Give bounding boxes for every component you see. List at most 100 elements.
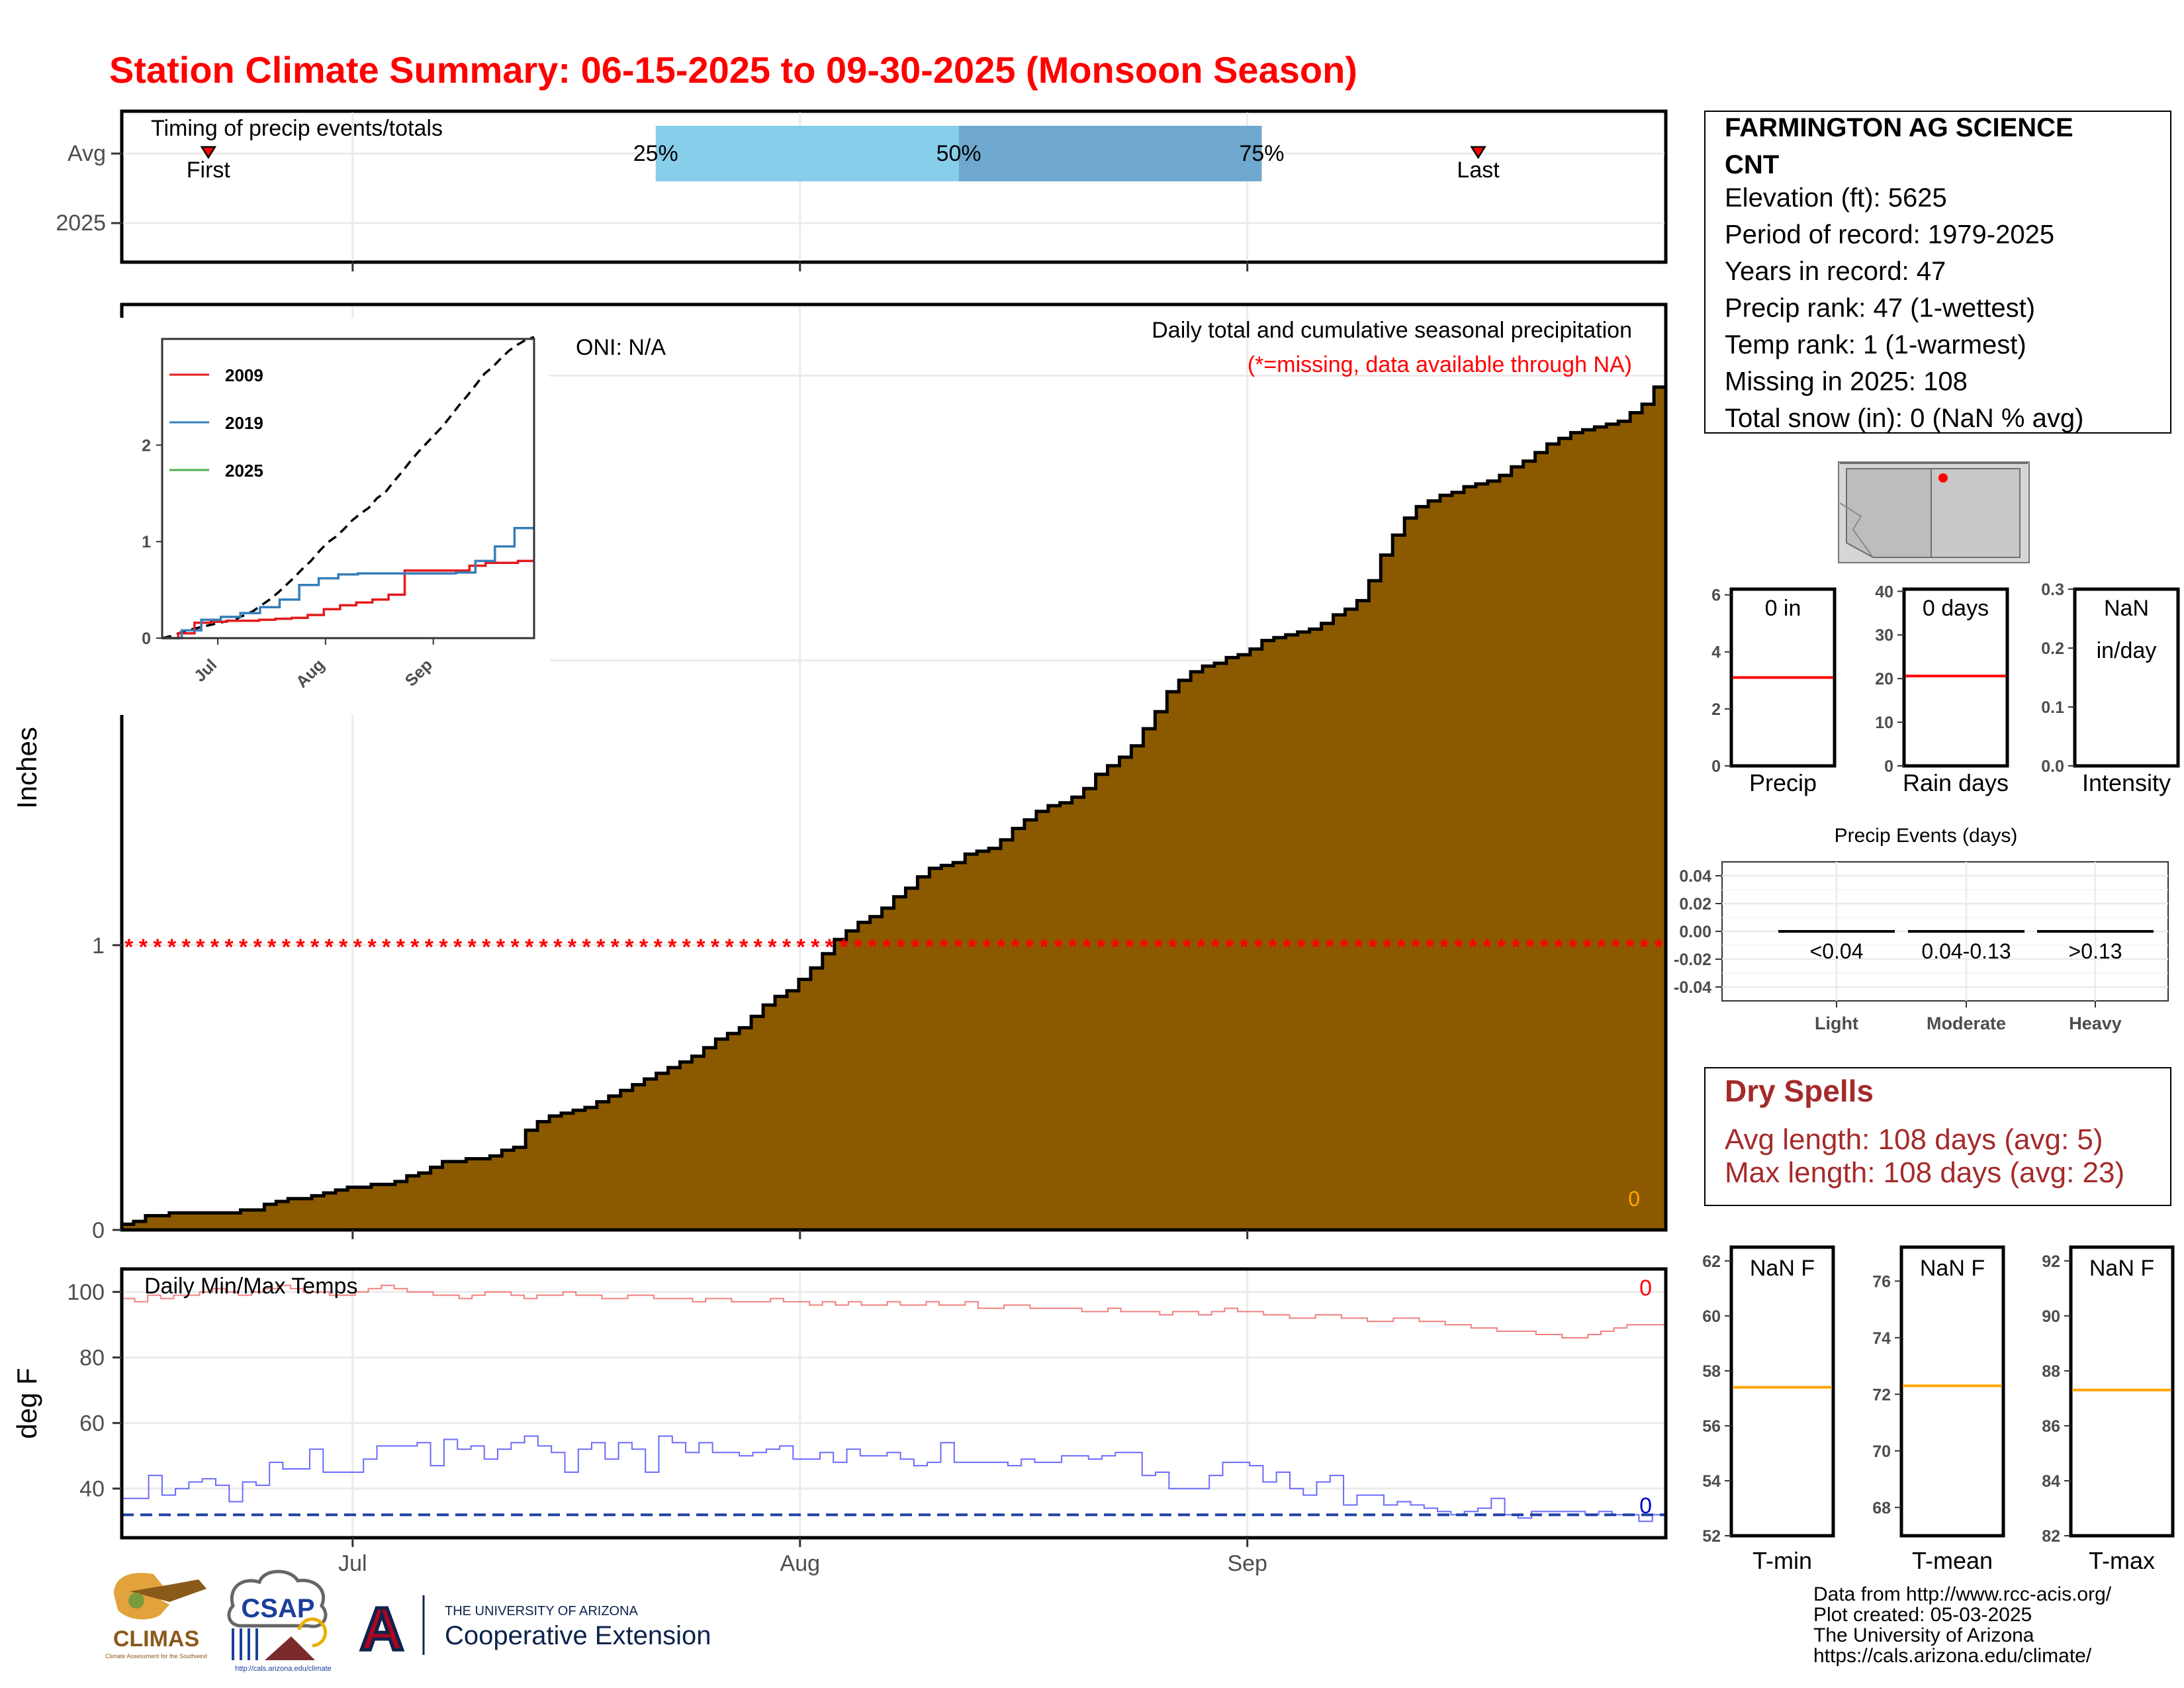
missing-star: * [267, 935, 277, 960]
missing-star: * [1211, 935, 1220, 960]
missing-star: * [1540, 935, 1549, 960]
events-bar [1908, 930, 2025, 933]
missing-star: * [1082, 935, 1091, 960]
missing-star: * [1512, 935, 1521, 960]
missing-star: * [639, 935, 649, 960]
temp-chart-y-tick-label: 56 [1702, 1417, 1721, 1436]
station-info-box: FARMINGTON AG SCIENCE CNT Elevation (ft)… [1704, 111, 2171, 434]
small-chart-y-tick-label: 0.1 [2041, 698, 2064, 717]
events-range-label: <0.04 [1810, 939, 1864, 963]
missing-star: * [839, 935, 848, 960]
missing-star: * [982, 935, 991, 960]
small-chart-value: 0 days [1923, 596, 1989, 621]
temp-frame [120, 1267, 1668, 1540]
missing-star: * [568, 935, 577, 960]
missing-star: * [854, 935, 863, 960]
precip-y-tick-label: 1 [92, 933, 105, 959]
events-x-tick-label: Light [1815, 1013, 1858, 1033]
temp-chart-y-tick-label: 76 [1872, 1272, 1891, 1291]
missing-star: * [868, 935, 877, 960]
missing-star: * [1411, 935, 1420, 960]
last-event-label: Last [1457, 158, 1500, 183]
missing-star: * [1168, 935, 1177, 960]
missing-star: * [682, 935, 692, 960]
missing-star: * [768, 935, 777, 960]
missing-star: * [453, 935, 463, 960]
inset-legend-label: 2019 [225, 413, 263, 433]
missing-star: * [1254, 935, 1263, 960]
missing-star: * [796, 935, 805, 960]
events-x-tick-label: Heavy [2069, 1013, 2122, 1033]
footer-line: Plot created: 05-03-2025 [1813, 1604, 2032, 1626]
oni-label: ONI: N/A [576, 335, 666, 360]
missing-star: * [1311, 935, 1320, 960]
csap-logo-url: http://cals.arizona.edu/climate [235, 1665, 332, 1673]
dry-spells-max: Max length: 108 days (avg: 23) [1725, 1156, 2124, 1189]
missing-star: * [196, 935, 205, 960]
temp-y-label: deg F [11, 1368, 42, 1438]
inset-series [161, 336, 535, 639]
missing-star: * [1369, 935, 1378, 960]
missing-star: * [596, 935, 606, 960]
missing-star: * [396, 935, 406, 960]
small-chart-y-tick-label: 6 [1711, 586, 1721, 605]
figure-title: Station Climate Summary: 06-15-2025 to 0… [109, 49, 1357, 91]
precip-x-ticks [351, 1230, 1249, 1239]
missing-star: * [1326, 935, 1335, 960]
missing-star: * [711, 935, 720, 960]
missing-star: * [1454, 935, 1463, 960]
missing-star: * [968, 935, 978, 960]
pct-75-label: 75% [1239, 141, 1284, 166]
inset-legend: 2009 2019 2025 [169, 365, 263, 481]
climas-logo-text: CLIMAS [113, 1626, 199, 1652]
events-title: Precip Events (days) [1835, 825, 2018, 847]
missing-star: * [139, 935, 148, 960]
missing-star: * [539, 935, 549, 960]
station-detail-line: Years in record: 47 [1725, 257, 1946, 286]
missing-star: * [1297, 935, 1306, 960]
timing-panel: Timing of precip events/totals Avg 2025 … [56, 109, 1668, 271]
missing-star: * [253, 935, 263, 960]
events-y-tick-label: 0.02 [1679, 895, 1711, 914]
temp-chart-y-tick-label: 90 [2042, 1307, 2060, 1326]
events-bar [2037, 930, 2154, 933]
ua-logo: A THE UNIVERSITY OF ARIZONA Cooperative … [355, 1594, 711, 1665]
events-range-label: >0.13 [2069, 939, 2122, 963]
missing-star: * [410, 935, 420, 960]
missing-star: * [1268, 935, 1277, 960]
dry-spells-avg: Avg length: 108 days (avg: 5) [1725, 1123, 2103, 1156]
small-chart-y-tick-label: 0.0 [2041, 757, 2064, 776]
inset-legend-label: 2009 [225, 365, 263, 385]
missing-star: * [1140, 935, 1149, 960]
events-x-axis: Light Moderate Heavy [1815, 1001, 2122, 1033]
temp-chart-y-tick-label: 68 [1872, 1499, 1891, 1517]
missing-star: * [696, 935, 705, 960]
temp-grid [122, 1269, 1666, 1538]
tmin-zero-count: 0 [1639, 1493, 1652, 1519]
temp-chart-y-tick-label: 70 [1872, 1442, 1891, 1461]
temp-x-tick-label: Sep [1227, 1551, 1267, 1576]
climas-logo-subtitle: Climate Assessment for the Southwest [105, 1653, 208, 1660]
first-event-marker [200, 146, 217, 160]
temp-chart-value: NaN F [1750, 1256, 1815, 1281]
missing-star: * [296, 935, 305, 960]
season-temp-charts: 52 54 56 58 60 62 NaN F T-min 68 70 72 74 76 NaN F T-m… [1702, 1245, 2175, 1574]
events-range-label: 0.04-0.13 [1921, 939, 2011, 963]
station-detail-line: Elevation (ft): 5625 [1725, 183, 1947, 212]
station-detail-line: Missing in 2025: 108 [1725, 367, 1968, 397]
csap-logo: CSAP http://cals.arizona.edu/climate [227, 1570, 332, 1673]
inset-y-axis: 0 1 2 [142, 436, 162, 648]
missing-star: * [1525, 935, 1535, 960]
events-bar [1778, 930, 1895, 933]
missing-star: * [339, 935, 348, 960]
missing-star: * [811, 935, 820, 960]
missing-star: * [153, 935, 162, 960]
small-chart-y-tick-label: 0 [1884, 757, 1893, 776]
missing-star: * [325, 935, 334, 960]
season-total-chart-intensity: 0.0 0.1 0.2 0.3 NaN in/day Intensity [2041, 581, 2180, 796]
missing-star: * [1225, 935, 1234, 960]
missing-star: * [1283, 935, 1292, 960]
missing-star: * [210, 935, 220, 960]
temp-chart-y-tick-label: 60 [1702, 1307, 1721, 1326]
footer-credits: Data from http://www.rcc-acis.org/Plot c… [1813, 1583, 2112, 1667]
